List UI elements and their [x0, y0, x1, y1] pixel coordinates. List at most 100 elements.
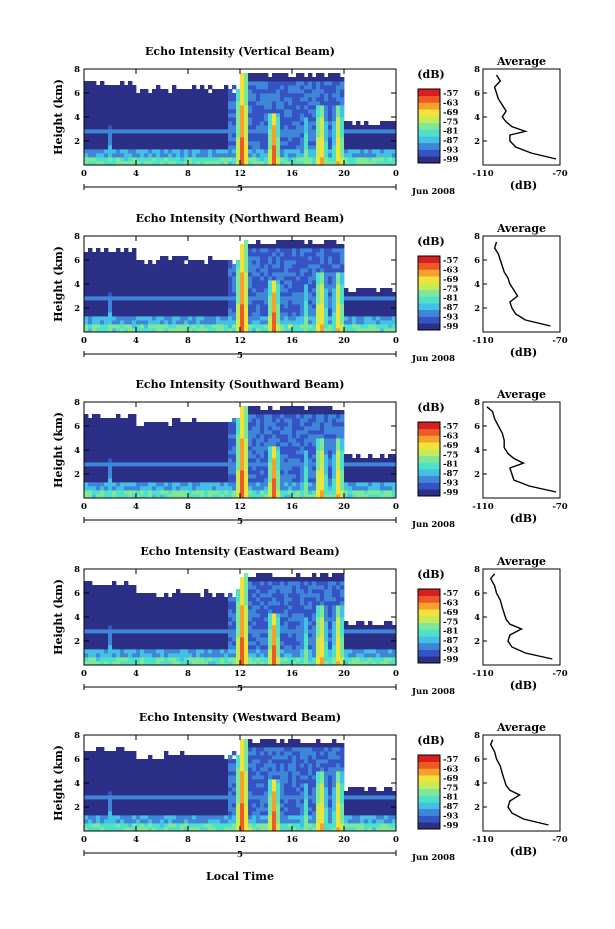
heatmap-cell	[204, 300, 209, 305]
colorbar-tick-label: -69	[443, 108, 458, 118]
heatmap-cell	[140, 101, 145, 106]
heatmap-cell	[112, 161, 117, 166]
heatmap-cell	[332, 85, 337, 90]
heatmap-cell	[272, 320, 277, 325]
heatmap-cell	[104, 125, 109, 130]
heatmap-cell	[140, 129, 145, 134]
heatmap-cell	[84, 137, 89, 142]
heatmap-cell	[140, 494, 145, 499]
heatmap-cell	[252, 462, 257, 467]
heatmap-cell	[204, 316, 209, 321]
heatmap-cell	[124, 653, 129, 658]
heatmap-cell	[220, 296, 225, 301]
heatmap-cell	[284, 73, 289, 78]
heatmap-cell	[196, 320, 201, 325]
heatmap-cell	[136, 129, 141, 134]
heatmap-cell	[316, 157, 321, 162]
heatmap-cell	[376, 145, 381, 150]
heatmap-cell	[216, 121, 221, 126]
heatmap-cell	[328, 406, 333, 411]
heatmap-cell	[116, 637, 121, 642]
heatmap-cell	[192, 486, 197, 491]
heatmap-cell	[192, 482, 197, 487]
heatmap-cell	[188, 137, 193, 142]
heatmap-cell	[328, 320, 333, 325]
heatmap-cell	[140, 434, 145, 439]
heatmap-cell	[336, 418, 341, 423]
heatmap-cell	[300, 85, 305, 90]
heatmap-cell	[368, 153, 373, 158]
heatmap-cell	[100, 157, 105, 162]
heatmap-cell	[356, 454, 361, 459]
heatmap-cell	[188, 438, 193, 443]
heatmap-cell	[88, 312, 93, 317]
heatmap-cell	[148, 316, 153, 321]
heatmap-cell	[340, 141, 345, 146]
heatmap-cell	[152, 109, 157, 114]
heatmap-cell	[116, 328, 121, 333]
colorbar-swatch	[418, 489, 440, 497]
heatmap-cell	[280, 272, 285, 277]
heatmap-cell	[176, 458, 181, 463]
heatmap-cell	[172, 97, 177, 102]
heatmap-cell	[268, 482, 273, 487]
heatmap-cell	[300, 478, 305, 483]
heatmap-cell	[148, 308, 153, 313]
heatmap-cell	[112, 430, 117, 435]
heatmap-cell	[264, 454, 269, 459]
heatmap-cell	[136, 328, 141, 333]
heatmap-cell	[356, 145, 361, 150]
heatmap-cell	[100, 589, 105, 594]
heatmap-cell	[208, 474, 213, 479]
heatmap-cell	[136, 141, 141, 146]
heatmap-cell	[84, 276, 89, 281]
heatmap-cell	[204, 105, 209, 110]
heatmap-cell	[388, 324, 393, 329]
heatmap-cell	[168, 458, 173, 463]
heatmap-cell	[128, 593, 133, 598]
heatmap-cell	[140, 617, 145, 622]
heatmap-cell	[204, 430, 209, 435]
heatmap-cell	[264, 324, 269, 329]
heatmap-cell	[332, 466, 337, 471]
heatmap-cell	[156, 85, 161, 90]
heatmap-cell	[160, 137, 165, 142]
heatmap-cell	[356, 121, 361, 126]
heatmap-cell	[220, 430, 225, 435]
heatmap-cell	[112, 657, 117, 662]
heatmap-cell	[320, 474, 325, 479]
heatmap-cell	[188, 328, 193, 333]
heatmap-cell	[164, 268, 169, 273]
heatmap-cell	[100, 93, 105, 98]
heatmap-cell	[312, 422, 317, 427]
heatmap-cell	[196, 260, 201, 265]
heatmap-cell	[316, 105, 321, 110]
colorbar-tick-label: -75	[443, 284, 458, 294]
heatmap-cell	[296, 85, 301, 90]
heatmap-cell	[216, 109, 221, 114]
heatmap-cell	[200, 121, 205, 126]
heatmap-cell	[268, 434, 273, 439]
panel-title: Echo Intensity (Vertical Beam)	[145, 45, 335, 58]
heatmap-cell	[280, 125, 285, 130]
heatmap-cell	[96, 490, 101, 495]
heatmap-cell	[180, 458, 185, 463]
heatmap-cell	[124, 661, 129, 666]
heatmap-cell	[204, 101, 209, 106]
heatmap-cell	[148, 422, 153, 427]
heatmap-cell	[216, 442, 221, 447]
heatmap-cell	[284, 422, 289, 427]
heatmap-cell	[244, 478, 249, 483]
heatmap-cell	[288, 280, 293, 285]
heatmap-cell	[200, 125, 205, 130]
heatmap-cell	[292, 260, 297, 265]
heatmap-cell	[324, 145, 329, 150]
heatmap-cell	[228, 137, 233, 142]
heatmap-cell	[92, 256, 97, 261]
heatmap-cell	[156, 141, 161, 146]
heatmap-cell	[124, 442, 129, 447]
heatmap-cell	[124, 256, 129, 261]
heatmap-cell	[388, 470, 393, 475]
heatmap-cell	[280, 145, 285, 150]
heatmap-cell	[160, 125, 165, 130]
